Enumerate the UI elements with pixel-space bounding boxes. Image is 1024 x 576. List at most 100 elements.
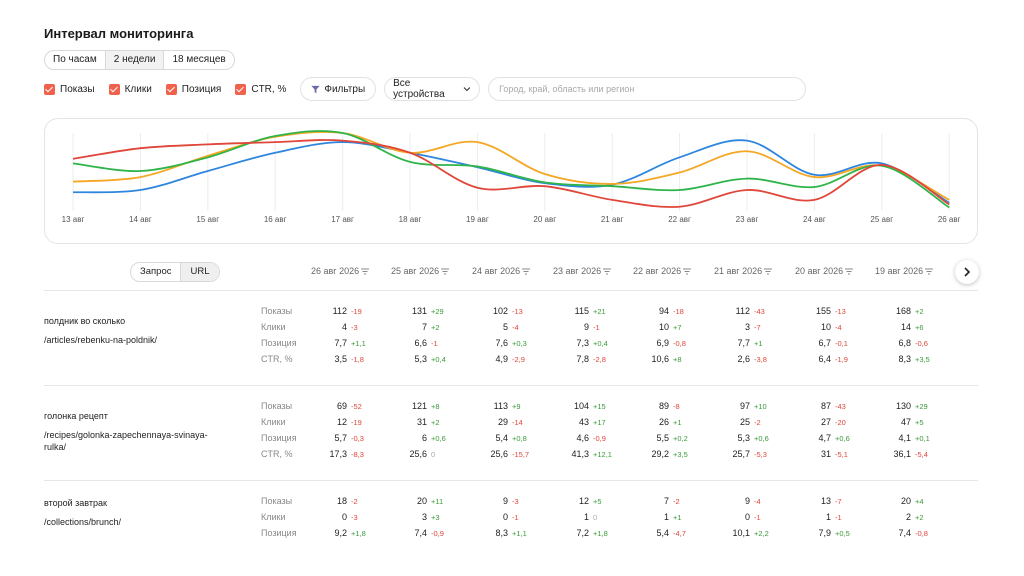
metric-cell: 5,3 +0,6: [720, 433, 768, 443]
metric-value: 8,3: [495, 528, 508, 538]
metric-value: 5,3: [414, 354, 427, 364]
metric-cell: 25 -2: [720, 417, 761, 427]
metric-cell: 17,3 -8,3: [317, 449, 363, 459]
metric-label: Клики: [261, 322, 286, 332]
metric-value: 10: [658, 322, 669, 332]
metric-value: 10,1: [732, 528, 750, 538]
metric-value: 130: [895, 401, 911, 411]
metric-value: 9: [744, 496, 750, 506]
filters-button[interactable]: Фильтры: [300, 77, 377, 101]
tab-18-months[interactable]: 18 месяцев: [172, 54, 226, 65]
metric-delta: +10: [754, 402, 767, 411]
metric-value: 97: [739, 401, 750, 411]
metric-value: 3: [421, 512, 427, 522]
x-tick-label: 20 авг: [533, 215, 557, 224]
checkbox-impressions[interactable]: Показы: [44, 83, 95, 95]
metric-delta: +3: [431, 513, 440, 522]
checkbox-clicks[interactable]: Клики: [108, 83, 152, 95]
url-link[interactable]: /collections/brunch/: [44, 517, 122, 527]
date-column-header[interactable]: 22 авг 2026: [633, 266, 692, 276]
metric-value: 5,5: [656, 433, 669, 443]
date-column-header[interactable]: 21 авг 2026: [714, 266, 773, 276]
query-text[interactable]: голонка рецепт: [44, 411, 108, 421]
metric-value: 5,4: [495, 433, 508, 443]
checkbox-label: Клики: [124, 83, 152, 95]
tab-hourly[interactable]: По часам: [45, 51, 106, 69]
url-link[interactable]: /articles/rebenku-na-poldnik/: [44, 335, 158, 345]
query-text[interactable]: второй завтрак: [44, 498, 107, 508]
metric-value: 1: [663, 512, 669, 522]
url-link[interactable]: /recipes/golonka-zapechennaya-svinaya-ru…: [44, 430, 208, 452]
date-label: 25 авг 2026: [391, 266, 440, 276]
metric-value: 0: [744, 512, 750, 522]
date-column-header[interactable]: 26 авг 2026: [311, 266, 370, 276]
metric-value: 4,7: [818, 433, 831, 443]
metric-value: 131: [411, 306, 427, 316]
region-input[interactable]: Город, край, область или регион: [488, 77, 807, 101]
date-label: 21 авг 2026: [714, 266, 763, 276]
metric-delta: +21: [593, 307, 606, 316]
metric-cell: 9 -4: [720, 496, 761, 506]
metric-value: 5,4: [656, 528, 669, 538]
metric-delta: 0: [431, 450, 436, 459]
metric-cell: 2 +2: [881, 512, 924, 522]
metric-delta: -1: [835, 513, 842, 522]
metric-delta: +2: [431, 323, 440, 332]
metric-value: 10: [820, 322, 831, 332]
x-tick-label: 26 авг: [937, 215, 961, 224]
date-column-header[interactable]: 19 авг 2026: [875, 266, 934, 276]
checkbox-label: Показы: [60, 83, 95, 95]
x-tick-label: 16 авг: [263, 215, 287, 224]
sort-icon: [764, 268, 773, 274]
date-column-header[interactable]: 23 авг 2026: [553, 266, 612, 276]
metric-delta: +0,4: [431, 355, 446, 364]
metric-delta: +0,4: [593, 339, 608, 348]
metric-cell: 6,4 -1,9: [801, 354, 847, 364]
date-column-header[interactable]: 24 авг 2026: [472, 266, 531, 276]
metric-value: 112: [332, 306, 347, 316]
metric-cell: 14 +6: [881, 322, 924, 332]
metric-value: 4: [341, 322, 347, 332]
device-select[interactable]: Все устройства: [384, 77, 481, 101]
table-edge-mask: [978, 290, 1024, 576]
checkbox-position[interactable]: Позиция: [165, 83, 221, 95]
metric-value: 7: [663, 496, 669, 506]
date-column-header[interactable]: 25 авг 2026: [391, 266, 450, 276]
metric-cell: 7,7 +1: [720, 338, 762, 348]
metric-value: 7,7: [334, 338, 347, 348]
metric-value: 87: [820, 401, 831, 411]
metric-delta: -8: [673, 402, 680, 411]
metric-value: 7: [421, 322, 427, 332]
metric-cell: 0 -1: [478, 512, 519, 522]
metric-delta: -3: [351, 513, 358, 522]
metric-value: 4,9: [495, 354, 508, 364]
metric-delta: +1,8: [351, 529, 366, 538]
scroll-right-button[interactable]: [955, 260, 979, 284]
date-column-header[interactable]: 20 авг 2026: [795, 266, 854, 276]
metric-value: 6,6: [414, 338, 427, 348]
table-mode-tabs: Запрос URL: [130, 262, 220, 282]
metric-delta: -0,9: [431, 529, 444, 538]
metric-delta: -5,4: [915, 450, 928, 459]
metric-value: 113: [493, 401, 508, 411]
checkbox-ctr[interactable]: CTR, %: [235, 83, 286, 95]
tab-two-weeks[interactable]: 2 недели: [105, 51, 165, 69]
tab-query[interactable]: Запрос: [140, 266, 172, 277]
metric-cell: 131 +29: [397, 306, 444, 316]
metric-delta: +6: [915, 323, 924, 332]
query-text[interactable]: полдник во сколько: [44, 316, 126, 326]
metric-delta: +2: [431, 418, 440, 427]
metric-value: 29,2: [651, 449, 669, 459]
tab-url[interactable]: URL: [180, 263, 219, 281]
metric-value: 8,3: [898, 354, 911, 364]
metric-cell: 130 +29: [881, 401, 928, 411]
metric-label: Позиция: [261, 338, 297, 348]
x-tick-label: 18 авг: [398, 215, 422, 224]
metric-delta: +0,2: [673, 434, 688, 443]
metric-delta: +29: [915, 402, 928, 411]
metric-value: 6,4: [818, 354, 831, 364]
metric-cell: 4,9 -2,9: [478, 354, 524, 364]
metric-delta: -43: [754, 307, 765, 316]
